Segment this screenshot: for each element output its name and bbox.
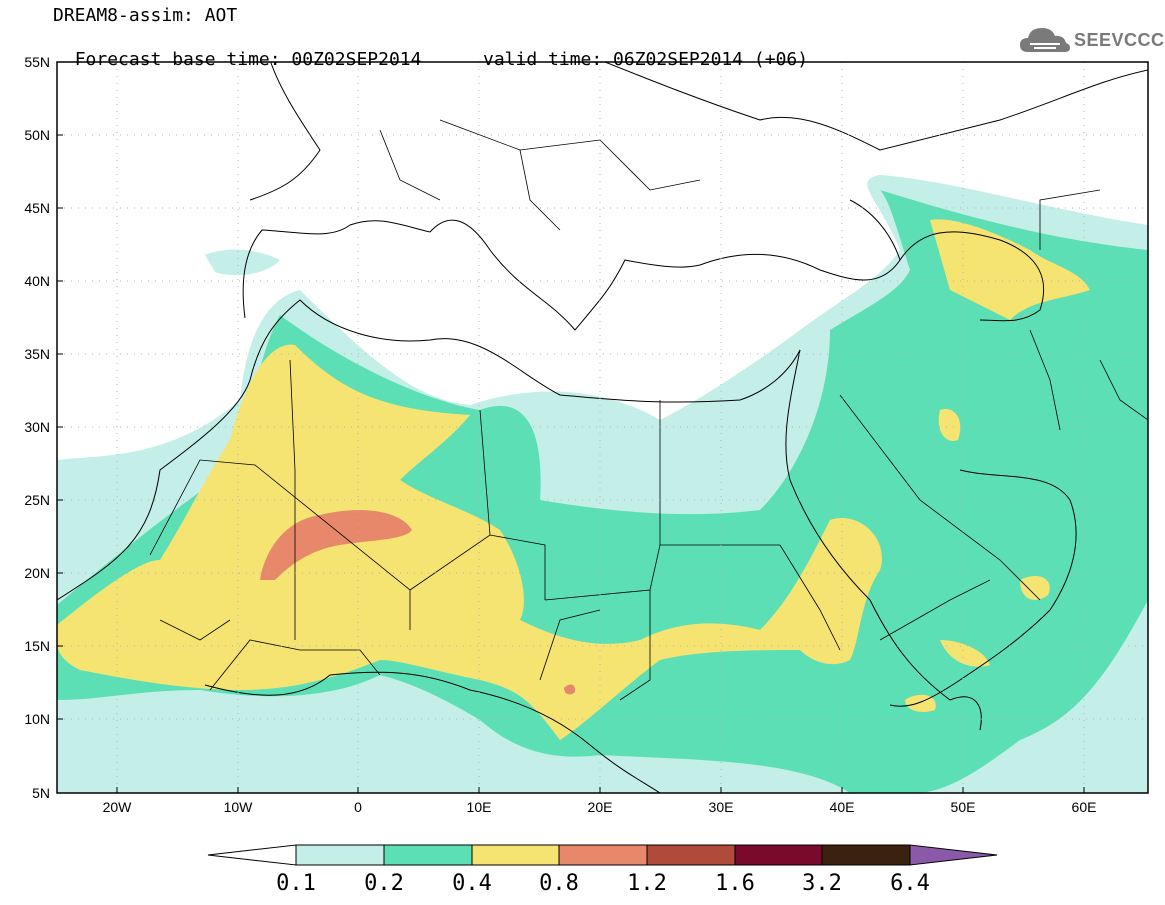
colorbar-swatch [383,844,473,866]
colorbar-swatch [295,844,385,866]
lon-label: 50E [951,799,976,815]
aot-band-0.8-spot [564,684,576,695]
aot-band-0.4 [57,344,882,740]
lat-label: 45N [24,200,50,216]
colorbar-low-arrow [207,844,297,866]
borders [149,119,1148,701]
lon-label: 20E [588,799,613,815]
lon-label: 0 [354,799,362,815]
lat-label: 55N [24,54,50,70]
colorbar [207,844,998,866]
graticule [57,62,1148,793]
colorbar-label: 0.2 [364,871,404,896]
colorbar-label: 6.4 [890,871,930,896]
lat-label: 30N [24,419,50,435]
colorbar-label: 1.6 [715,871,755,896]
aot-field [57,62,1148,793]
colorbar-swatch [734,844,823,866]
lon-label: 60E [1072,799,1097,815]
lat-label: 35N [24,346,50,362]
colorbar-swatch [558,844,648,866]
coastlines [57,62,1148,793]
base-time: Forecast base time: 00Z02SEP2014 [74,49,422,70]
lat-label: 5N [32,785,50,801]
colorbar-high-arrow [909,844,998,866]
colorbar-label: 0.4 [452,871,492,896]
aot-band-0.8 [260,510,412,580]
lat-label: 10N [24,711,50,727]
seevccc-logo: SEEVCCC [1018,22,1164,58]
colorbar-label: 0.1 [276,871,316,896]
valid-time: valid time: 06Z02SEP2014 (+06) [483,49,809,70]
aot-band-0.4-hotspots [905,409,1050,712]
colorbar-swatch [646,844,736,866]
lon-label: 10W [224,799,254,815]
aot-band-0.4-east [930,219,1090,320]
colorbar-label: 3.2 [802,871,842,896]
lat-label: 25N [24,492,50,508]
cloud-logo-icon [1020,28,1070,52]
longitude-labels: 20W 10W 0 10E 20E 30E 40E 50E 60E [103,799,1097,815]
lat-label: 40N [24,273,50,289]
colorbar-swatch [821,844,911,866]
logo-text: SEEVCCC [1074,30,1165,50]
lon-label: 10E [467,799,492,815]
latitude-labels: 55N 50N 45N 40N 35N 30N 25N 20N 15N 10N … [24,54,50,801]
map-title: DREAM8-assim: AOT [53,5,238,26]
colorbar-label: 0.8 [539,871,579,896]
colorbar-label: 1.2 [627,871,667,896]
lat-label: 15N [24,638,50,654]
lon-label: 40E [830,799,855,815]
aot-band-0.1-caspian [205,249,280,276]
colorbar-swatch [471,844,560,866]
lat-label: 50N [24,127,50,143]
lon-label: 30E [709,799,734,815]
lat-label: 20N [24,565,50,581]
axis-ticks [57,61,1085,794]
lon-label: 20W [103,799,133,815]
forecast-times: Forecast base time: 00Z02SEP2014 valid ti… [53,30,808,70]
